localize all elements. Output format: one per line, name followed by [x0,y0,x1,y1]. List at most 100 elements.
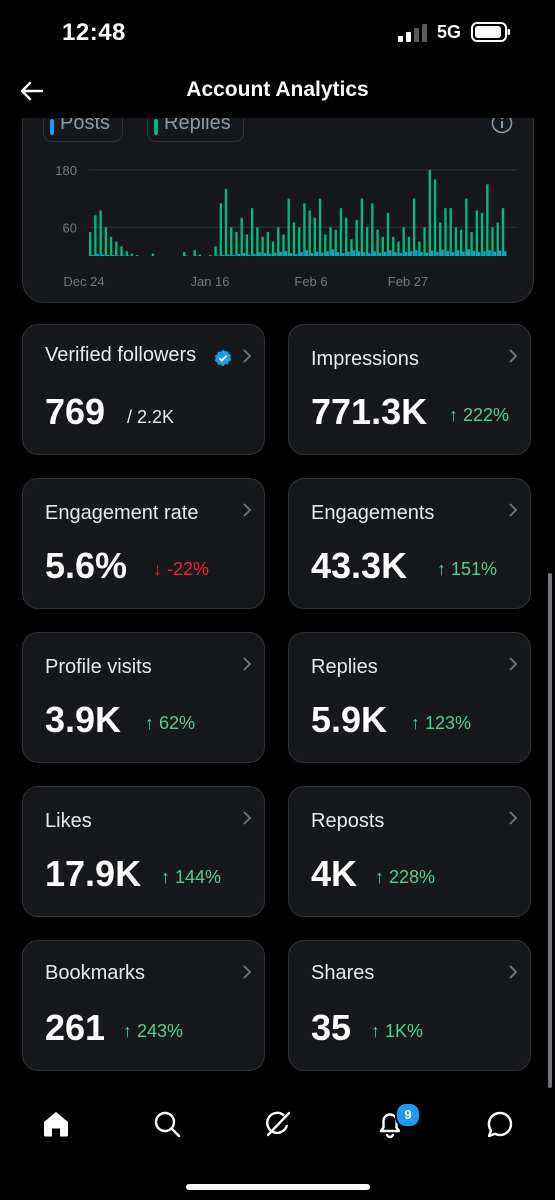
chart-bar-posts [107,255,110,256]
chart-bar-replies [350,239,353,256]
chart-bar-posts [410,251,413,256]
chart-bar-replies [376,229,379,256]
chart-bar-posts [316,251,319,256]
chart-bar-posts [363,252,366,256]
battery-icon [471,22,510,42]
chart-bar-replies [428,169,431,256]
y-tick-label: 180 [55,163,77,178]
card-likes[interactable]: Likes 17.9K ↑ 144% [22,786,265,917]
chart-bar-posts [279,251,282,256]
grok-icon[interactable] [263,1109,293,1139]
chart-bar-replies [271,241,275,256]
chart-bar-replies [109,236,113,256]
card-reposts[interactable]: Reposts 4K ↑ 228% [288,786,531,917]
chart-bar-posts [227,254,230,256]
chart-bar-replies [151,253,155,256]
chart-bar-replies [324,234,327,256]
card-label: Profile visits [45,656,152,678]
chart-bar-replies [360,198,364,256]
chart-bar-posts [368,253,371,256]
card-value: 261 [45,1007,106,1048]
network-label: 5G [437,22,462,42]
signal-icon [398,24,427,42]
legend-replies[interactable]: Replies [147,118,244,142]
legend-posts[interactable]: Posts [43,118,124,142]
card-value: 5.9K [311,699,388,740]
chart-bar-posts [483,251,486,256]
chart-bar-posts [436,251,439,256]
card-label: Shares [311,962,375,984]
chart-bar-replies [292,222,296,256]
chart-bar-replies [501,208,505,256]
scrollbar[interactable] [548,573,552,1088]
chart-bar-replies [261,236,264,256]
chart-bar-posts [237,254,241,256]
search-icon[interactable] [152,1109,182,1139]
page-title: Account Analytics [186,78,369,101]
chevron-right-icon [509,965,518,979]
card-subvalue: / 2.2K [127,407,175,427]
card-impressions[interactable]: Impressions 771.3K ↑ 222% [288,324,531,455]
chart-bar-posts [441,249,444,256]
chart-bar-posts [394,252,397,256]
chart-bar-posts [352,250,355,256]
chart-bar-replies [99,210,102,256]
chart-bar-posts [357,251,361,256]
chart-bar-replies [402,227,405,256]
chart-bar-posts [399,253,402,256]
chart-bar-replies [298,227,301,256]
chart-bar-replies [381,236,384,256]
notifications-badge: 9 [395,1102,421,1128]
chart-bar-replies [355,220,358,256]
chevron-right-icon [243,657,252,671]
chart-bar-replies [125,251,128,256]
chart-bar-posts [467,249,470,256]
legend-posts-swatch [50,119,54,135]
chevron-right-icon [243,811,252,825]
chart-bar-replies [318,198,322,256]
chart-bar-replies [230,227,233,256]
chart-bar-posts [404,251,408,256]
chart-bar-posts [430,250,434,256]
card-engagements[interactable]: Engagements 43.3K ↑ 151% [288,478,531,609]
chart-bar-replies [89,232,92,256]
chart-bar-replies [433,179,437,256]
card-profile-visits[interactable]: Profile visits 3.9K ↑ 62% [22,632,265,763]
messages-icon[interactable] [485,1109,515,1139]
chart-bar-replies [365,227,369,256]
chart-bar-posts [101,254,105,256]
card-shares[interactable]: Shares 35 ↑ 1K% [288,940,531,1071]
chart-bar-posts [451,252,455,256]
card-replies[interactable]: Replies 5.9K ↑ 123% [288,632,531,763]
chart-bar-posts [378,252,382,256]
chart-bar-replies [496,222,499,256]
chart-bar-posts [269,253,272,256]
chart-bar-posts [373,251,376,256]
card-label: Engagements [311,502,435,524]
chart-bar-posts [331,249,335,256]
chart-bar-posts [498,250,502,256]
info-icon[interactable] [491,118,513,134]
chart-bar-posts [425,252,429,256]
chart-bar-posts [91,255,94,256]
chart-bar-posts [263,253,267,256]
chart-bar-replies [219,203,222,256]
home-icon[interactable] [41,1109,71,1139]
chart-bar-posts [493,251,497,256]
card-engagement-rate[interactable]: Engagement rate 5.6% ↓ -22% [22,478,265,609]
card-delta: ↑ 228% [375,867,436,887]
chart-bar-replies [287,198,290,256]
card-label: Impressions [311,348,419,370]
chart-bar-posts [310,253,314,256]
activity-chart-card: 180 60 Dec 24 Jan 16 Feb 6 Feb 27 Posts Repli… [22,118,534,303]
card-bookmarks[interactable]: Bookmarks 261 ↑ 243% [22,940,265,1071]
x-tick-label: Feb 27 [388,274,428,289]
back-arrow-icon[interactable] [18,78,44,104]
chart-bar-posts [221,255,225,256]
card-verified-followers[interactable]: Verified followers 769 / 2.2K [22,324,265,455]
card-delta: ↑ 123% [411,713,472,733]
chart-bar-posts [96,254,99,256]
chart-bar-posts [488,250,491,256]
chart-bar-posts [242,253,246,256]
chart-bar-replies [449,208,452,256]
